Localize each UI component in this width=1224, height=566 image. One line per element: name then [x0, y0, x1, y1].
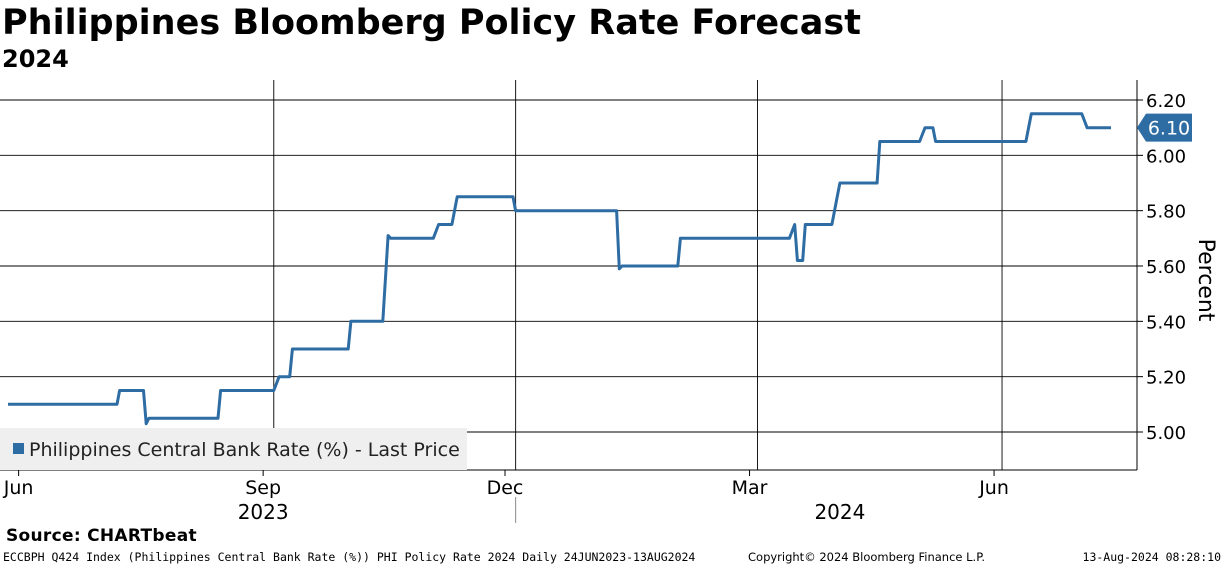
chart-subtitle: 2024 [2, 45, 69, 73]
grid-lines [0, 80, 1137, 470]
x-tick-label: Jun [978, 477, 1009, 499]
legend-label: Philippines Central Bank Rate (%) - Last… [29, 439, 460, 461]
y-ticks: 6.20 6.00 5.80 5.60 5.40 5.20 5.00 [1137, 91, 1186, 444]
y-tick-label: 6.00 [1146, 146, 1186, 167]
y-tick-label: 5.00 [1146, 423, 1186, 444]
x-ticks: Jun Sep Dec Mar Jun 2023 2024 [3, 470, 1009, 524]
x-tick-label: Dec [487, 477, 524, 499]
footer-index-info: ECCBPH Q424 Index (Philippines Central B… [3, 550, 696, 564]
x-tick-label: Mar [732, 477, 768, 499]
x-tick-label: Jun [3, 477, 34, 499]
chart-title: Philippines Bloomberg Policy Rate Foreca… [2, 3, 861, 43]
last-value-group: 6.10 [1137, 113, 1192, 142]
footer-timestamp: 13-Aug-2024 08:28:10 [1082, 550, 1221, 564]
y-tick-label: 5.20 [1146, 368, 1186, 389]
last-value-label: 6.10 [1148, 118, 1190, 140]
last-value-badge [1137, 113, 1192, 142]
axes [0, 80, 1138, 471]
series-line [8, 112, 1111, 426]
y-tick-label: 6.20 [1146, 91, 1186, 112]
legend-box [0, 428, 467, 470]
y-tick-label: 5.40 [1146, 312, 1186, 333]
legend: Philippines Central Bank Rate (%) - Last… [0, 428, 467, 470]
legend-swatch [13, 443, 24, 454]
x-year-label: 2023 [238, 500, 289, 524]
x-tick-label: Sep [245, 477, 281, 499]
y-axis-label: Percent [1193, 239, 1218, 322]
series-group [8, 112, 1111, 426]
source-text: Source: CHARTbeat [6, 526, 197, 546]
y-tick-label: 5.60 [1146, 257, 1186, 278]
footer-copyright: Copyright© 2024 Bloomberg Finance L.P. [748, 550, 985, 564]
y-tick-label: 5.80 [1146, 202, 1186, 223]
x-year-label: 2024 [814, 500, 865, 524]
